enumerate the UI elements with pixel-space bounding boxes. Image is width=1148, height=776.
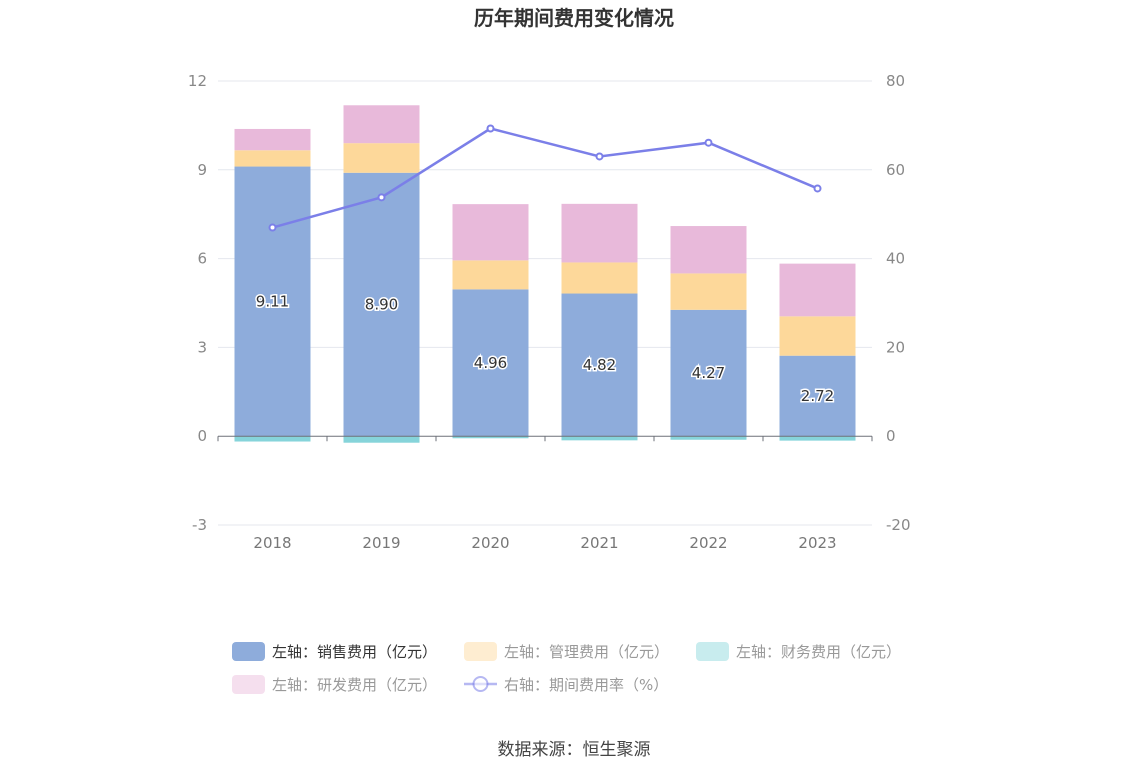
rate-point bbox=[377, 193, 386, 202]
chart-title: 历年期间费用变化情况 bbox=[474, 6, 674, 30]
bar-segment bbox=[670, 226, 747, 274]
sales-value-label: 4.96 bbox=[474, 354, 507, 372]
bar-segment bbox=[234, 436, 311, 442]
x-tick-label: 2023 bbox=[798, 534, 836, 552]
bar-segment bbox=[343, 172, 420, 437]
legend-item[interactable]: 左轴：销售费用（亿元） bbox=[232, 642, 437, 661]
bar-segment bbox=[452, 436, 529, 439]
y-left-tick-label: 12 bbox=[188, 72, 207, 90]
bar-segment bbox=[779, 263, 856, 317]
bar-segment bbox=[452, 260, 529, 290]
y-left-tick-label: 3 bbox=[197, 338, 207, 356]
bar-segment bbox=[561, 293, 638, 437]
sales-value-label: 9.11 bbox=[256, 292, 289, 310]
x-tick-label: 2020 bbox=[471, 534, 509, 552]
y-right-tick-label: 60 bbox=[886, 161, 905, 179]
legend[interactable]: 左轴：销售费用（亿元） 左轴：管理费用（亿元） 左轴：财务费用（亿元） 左轴：研发费用… bbox=[232, 642, 901, 694]
bar-segment bbox=[452, 204, 529, 261]
sales-value-label: 8.90 bbox=[365, 295, 398, 313]
legend-label: 左轴：管理费用（亿元） bbox=[504, 643, 669, 661]
y-right-tick-label: 20 bbox=[886, 338, 905, 356]
bar-segment bbox=[343, 143, 420, 173]
legend-label: 左轴：销售费用（亿元） bbox=[272, 643, 437, 661]
legend-item[interactable]: 右轴：期间费用率（%） bbox=[464, 676, 668, 694]
rate-point bbox=[486, 124, 495, 133]
x-tick-label: 2019 bbox=[362, 534, 400, 552]
rate-point bbox=[268, 223, 277, 232]
legend-swatch bbox=[464, 642, 497, 661]
bar-segment bbox=[234, 128, 311, 151]
bar-segment bbox=[234, 166, 311, 437]
legend-item[interactable]: 左轴：管理费用（亿元） bbox=[464, 642, 669, 661]
bar-segment bbox=[343, 436, 420, 443]
legend-item[interactable]: 左轴：研发费用（亿元） bbox=[232, 675, 437, 694]
y-left-tick-label: -3 bbox=[192, 516, 207, 534]
y-right-tick-label: 40 bbox=[886, 250, 905, 268]
grid bbox=[218, 80, 872, 526]
bar-segment bbox=[561, 262, 638, 294]
bar-segment bbox=[561, 436, 638, 441]
rate-point bbox=[595, 152, 604, 161]
sales-value-label: 2.72 bbox=[801, 387, 834, 405]
bar-segment bbox=[670, 436, 747, 440]
y-right-tick-label: 80 bbox=[886, 72, 905, 90]
legend-item[interactable]: 左轴：财务费用（亿元） bbox=[696, 642, 901, 661]
bar-segment bbox=[779, 355, 856, 437]
y-left-tick-label: 6 bbox=[197, 250, 207, 268]
bar-segment bbox=[670, 273, 747, 310]
y-right-tick-label: 0 bbox=[886, 427, 896, 445]
y-left-tick-label: 0 bbox=[197, 427, 207, 445]
bar-segment bbox=[234, 150, 311, 167]
bar-segment bbox=[452, 289, 529, 437]
bar-segment bbox=[343, 105, 420, 144]
x-tick-label: 2022 bbox=[689, 534, 727, 552]
rate-line bbox=[272, 127, 818, 229]
x-axis: 2018 2019 2020 2021 2022 2023 bbox=[253, 534, 836, 552]
legend-label: 右轴：期间费用率（%） bbox=[504, 676, 668, 694]
legend-point-swatch bbox=[472, 676, 489, 692]
legend-swatch bbox=[232, 675, 265, 694]
legend-swatch bbox=[232, 642, 265, 661]
legend-swatch bbox=[696, 642, 729, 661]
source-text: 数据来源：恒生聚源 bbox=[498, 740, 651, 760]
rate-point bbox=[813, 184, 822, 193]
sales-value-label: 4.27 bbox=[692, 364, 725, 382]
data-labels: 9.11 8.90 4.96 4.82 4.27 2.72 bbox=[254, 291, 835, 407]
zero-axis-line bbox=[217, 435, 873, 442]
rate-point bbox=[704, 138, 713, 147]
legend-label: 左轴：研发费用（亿元） bbox=[272, 676, 437, 694]
y-axis-right: 80 60 40 20 0 -20 bbox=[886, 72, 911, 534]
x-tick-label: 2018 bbox=[253, 534, 291, 552]
bar-segment bbox=[779, 316, 856, 356]
bar-segment bbox=[561, 203, 638, 263]
bar-segment bbox=[779, 436, 856, 441]
bar-segment bbox=[670, 309, 747, 437]
sales-value-label: 4.82 bbox=[583, 356, 616, 374]
legend-label: 左轴：财务费用（亿元） bbox=[736, 643, 901, 661]
y-left-tick-label: 9 bbox=[197, 161, 207, 179]
rate-line-series bbox=[268, 124, 822, 232]
x-tick-label: 2021 bbox=[580, 534, 618, 552]
y-right-tick-label: -20 bbox=[886, 516, 911, 534]
y-axis-left: 12 9 6 3 0 -3 bbox=[188, 72, 207, 534]
bars bbox=[234, 105, 856, 443]
